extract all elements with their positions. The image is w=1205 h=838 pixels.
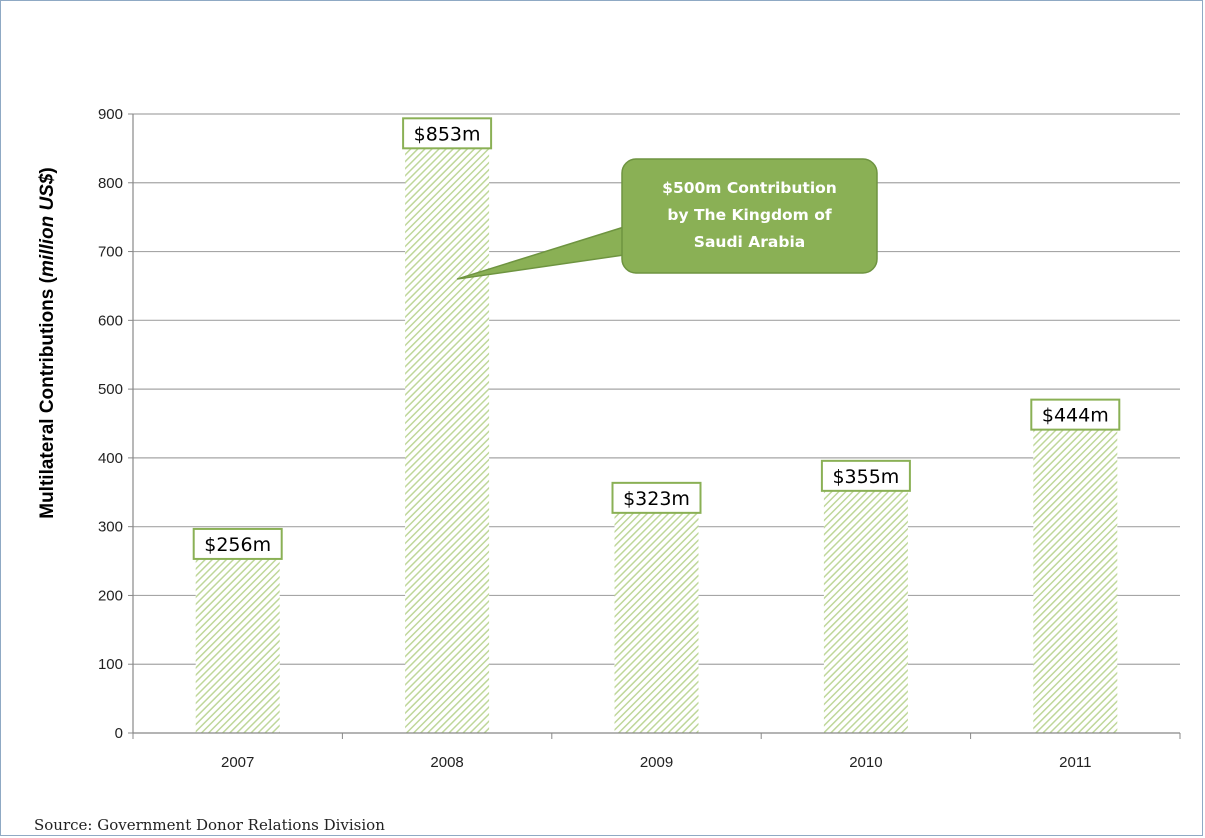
gridlines <box>133 113 1180 665</box>
data-labels: $256m $853m $323m $355m $444m <box>192 117 1121 560</box>
bar-2007 <box>195 556 280 733</box>
bar-2009 <box>614 510 699 733</box>
data-label-box <box>611 481 702 514</box>
data-label-2008: $853m <box>402 117 493 150</box>
x-tick-label-2010: 2010 <box>849 754 882 771</box>
data-label-text: $444m <box>1042 405 1109 427</box>
y-axis-title: Multilateral Contributions (million US$) <box>37 167 58 519</box>
data-label-text: $853m <box>414 123 481 145</box>
data-label-text: $256m <box>204 534 271 556</box>
y-tick-label-300: 300 <box>98 519 123 536</box>
data-label-box <box>402 117 493 150</box>
data-label-text: $355m <box>832 466 899 488</box>
data-label-2007: $256m <box>192 527 283 560</box>
source-note: Source: Government Donor Relations Divis… <box>34 816 385 834</box>
y-tick-label-600: 600 <box>98 312 123 329</box>
bars <box>195 146 1118 733</box>
x-tick-label-2007: 2007 <box>221 754 254 771</box>
y-tick-labels: 0 100 200 300 400 500 600 700 800 900 <box>98 106 123 742</box>
y-tick-label-400: 400 <box>98 450 123 467</box>
x-tick-label-2011: 2011 <box>1059 754 1091 771</box>
data-label-box <box>1030 398 1121 431</box>
axes <box>128 113 1181 739</box>
y-tick-label-500: 500 <box>98 381 123 398</box>
bar-2010 <box>823 488 908 733</box>
y-tick-label-900: 900 <box>98 106 123 123</box>
data-label-text: $323m <box>623 488 690 510</box>
y-tick-label-800: 800 <box>98 175 123 192</box>
data-label-2010: $355m <box>820 459 911 492</box>
x-tick-label-2009: 2009 <box>640 754 673 771</box>
bar-2008 <box>405 146 490 733</box>
y-tick-label-0: 0 <box>115 725 123 742</box>
data-label-2011: $444m <box>1030 398 1121 431</box>
bar-2011 <box>1033 427 1118 733</box>
callout-line-1: by The Kingdom of <box>667 206 832 224</box>
x-tick-label-2008: 2008 <box>430 754 463 771</box>
y-tick-label-700: 700 <box>98 244 123 261</box>
data-label-2009: $323m <box>611 481 702 514</box>
callout-line-0: $500m Contribution <box>662 179 837 197</box>
y-tick-label-100: 100 <box>98 656 123 673</box>
callout-box <box>621 158 878 274</box>
x-tick-labels: 2007 2008 2009 2010 2011 <box>221 754 1091 771</box>
y-tick-label-200: 200 <box>98 587 123 604</box>
data-label-box <box>192 527 283 560</box>
data-label-box <box>820 459 911 492</box>
callout-line-2: Saudi Arabia <box>694 233 805 251</box>
annotation-callout: $500m Contribution by The Kingdom of Saudi… <box>456 158 878 280</box>
